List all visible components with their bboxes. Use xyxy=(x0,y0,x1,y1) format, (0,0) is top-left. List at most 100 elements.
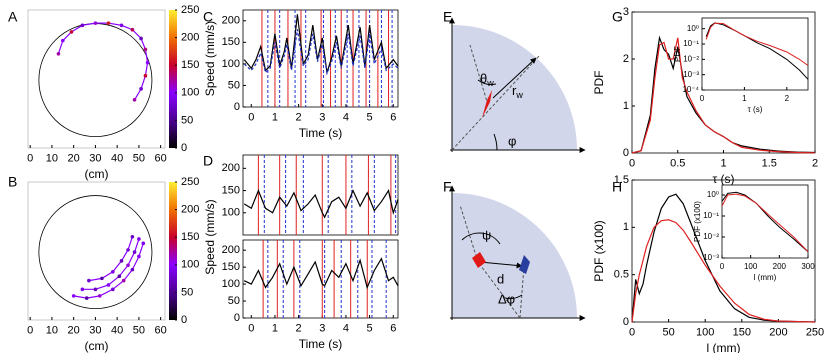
x-tick-label: 40 xyxy=(111,152,123,164)
frame xyxy=(27,9,166,149)
colorbar-tick-label: 250 xyxy=(181,4,199,16)
trajectory-point xyxy=(119,259,124,263)
trajectory-line xyxy=(57,22,149,101)
trajectory-line xyxy=(88,236,133,282)
x-tick-label: 4 xyxy=(343,111,349,123)
y-tick-label: 200 xyxy=(222,162,240,174)
panel-letter: D xyxy=(203,153,213,169)
x-tick-label: 60 xyxy=(155,324,167,336)
x-axis-label: (cm) xyxy=(85,339,109,353)
y-tick-label: 0 xyxy=(234,312,240,324)
inset-background xyxy=(722,185,808,258)
trajectory-point xyxy=(56,52,61,56)
fish-blue xyxy=(519,255,530,274)
x-tick-label: 0 xyxy=(248,111,254,123)
panel-letter: E xyxy=(443,9,452,25)
panel-letter: C xyxy=(203,9,213,25)
trajectory-point xyxy=(60,38,65,43)
angle-arc xyxy=(504,294,523,300)
trajectory-point xyxy=(139,87,143,91)
x-tick-label: 30 xyxy=(89,152,101,164)
x-tick-label: 4 xyxy=(343,322,349,334)
x-tick-label: 60 xyxy=(155,152,167,164)
arena-quarter xyxy=(452,193,577,318)
x-tick-label: 100 xyxy=(744,262,758,271)
x-tick-label: 250 xyxy=(806,326,824,338)
r-label: rw xyxy=(512,83,523,100)
trajectory-point xyxy=(137,237,141,241)
panel-letter: F xyxy=(443,179,452,195)
trajectory-point xyxy=(126,248,130,252)
trajectory-point xyxy=(141,241,146,246)
diagram-f: ψ d Δφ F xyxy=(443,179,586,321)
trajectory-point xyxy=(69,30,74,34)
y-tick-label: 50 xyxy=(228,295,240,307)
y-tick-label: 100 xyxy=(222,207,240,219)
series-line xyxy=(631,37,816,154)
x-axis-label: Time (s) xyxy=(299,126,343,140)
x-tick-label: 0 xyxy=(629,157,635,169)
y-tick-label: 0 xyxy=(623,316,629,328)
distance-arrow xyxy=(492,57,537,99)
y-tick-label: 10⁻¹ xyxy=(703,211,719,220)
x-tick-label: 200 xyxy=(773,262,787,271)
x-tick-label: 100 xyxy=(696,326,714,338)
theta-label: θw xyxy=(480,71,494,88)
x-tick-label: 50 xyxy=(662,326,674,338)
y-tick-label: 50 xyxy=(228,79,240,91)
y-axis-label: Speed (mm/s) xyxy=(203,199,217,274)
trajectory-point xyxy=(139,36,143,41)
arena xyxy=(38,23,153,138)
y-tick-label: 200 xyxy=(222,15,240,27)
y-tick-label: 150 xyxy=(222,36,240,48)
trajectory-point xyxy=(106,283,111,287)
frame xyxy=(242,154,399,236)
trajectory-line xyxy=(82,238,140,290)
subscript: w xyxy=(515,90,523,100)
y-axis-label: PDF (x100) xyxy=(693,201,702,242)
y-tick-label: 0.5 xyxy=(614,269,629,281)
trajectory-line xyxy=(73,243,144,299)
x-tick-label: 5 xyxy=(367,322,373,334)
y-tick-label: 10⁻¹ xyxy=(683,39,699,48)
trajectory-point xyxy=(119,23,124,28)
y-tick-label: 0 xyxy=(234,101,240,113)
x-tick-label: 40 xyxy=(111,324,123,336)
fish-red xyxy=(472,252,486,268)
x-axis-label: τ (s) xyxy=(748,105,763,114)
symbol: r xyxy=(512,83,517,98)
trajectory-point xyxy=(97,294,102,298)
trajectory-point xyxy=(117,274,122,278)
angle-arc xyxy=(461,232,501,245)
frame xyxy=(631,179,816,323)
trajectory-point xyxy=(100,276,104,281)
subscript: w xyxy=(486,78,494,88)
x-axis-label: (cm) xyxy=(85,167,109,181)
trajectory-point xyxy=(143,47,148,52)
x-tick-label: 0 xyxy=(700,94,705,103)
x-tick-label: 2 xyxy=(812,157,818,169)
heading-line xyxy=(469,44,489,106)
psi-label: ψ xyxy=(482,227,491,242)
trajectory-point xyxy=(111,287,115,292)
colorbar-tick-label: 200 xyxy=(181,32,199,44)
x-tick-label: 10 xyxy=(46,152,58,164)
x-tick-label: 0 xyxy=(248,322,254,334)
series-line xyxy=(631,193,816,323)
x-tick-label: 20 xyxy=(68,324,80,336)
y-axis-label: Speed (mm/s) xyxy=(203,21,217,96)
y-tick-label: 10⁻² xyxy=(703,232,719,241)
arena xyxy=(38,195,153,310)
dashed-line xyxy=(519,265,525,319)
trajectory-point xyxy=(132,250,137,254)
x-tick-label: 1.5 xyxy=(762,157,777,169)
radial-line xyxy=(451,54,541,151)
panel-letter: G xyxy=(612,9,623,25)
y-tick-label: 150 xyxy=(222,184,240,196)
x-tick-label: 2 xyxy=(296,322,302,334)
x-axis-label: l (mm) xyxy=(754,273,777,282)
x-tick-label: 2 xyxy=(296,111,302,123)
phi-label: φ xyxy=(508,133,516,148)
colorbar-tick-label: 0 xyxy=(181,314,187,326)
